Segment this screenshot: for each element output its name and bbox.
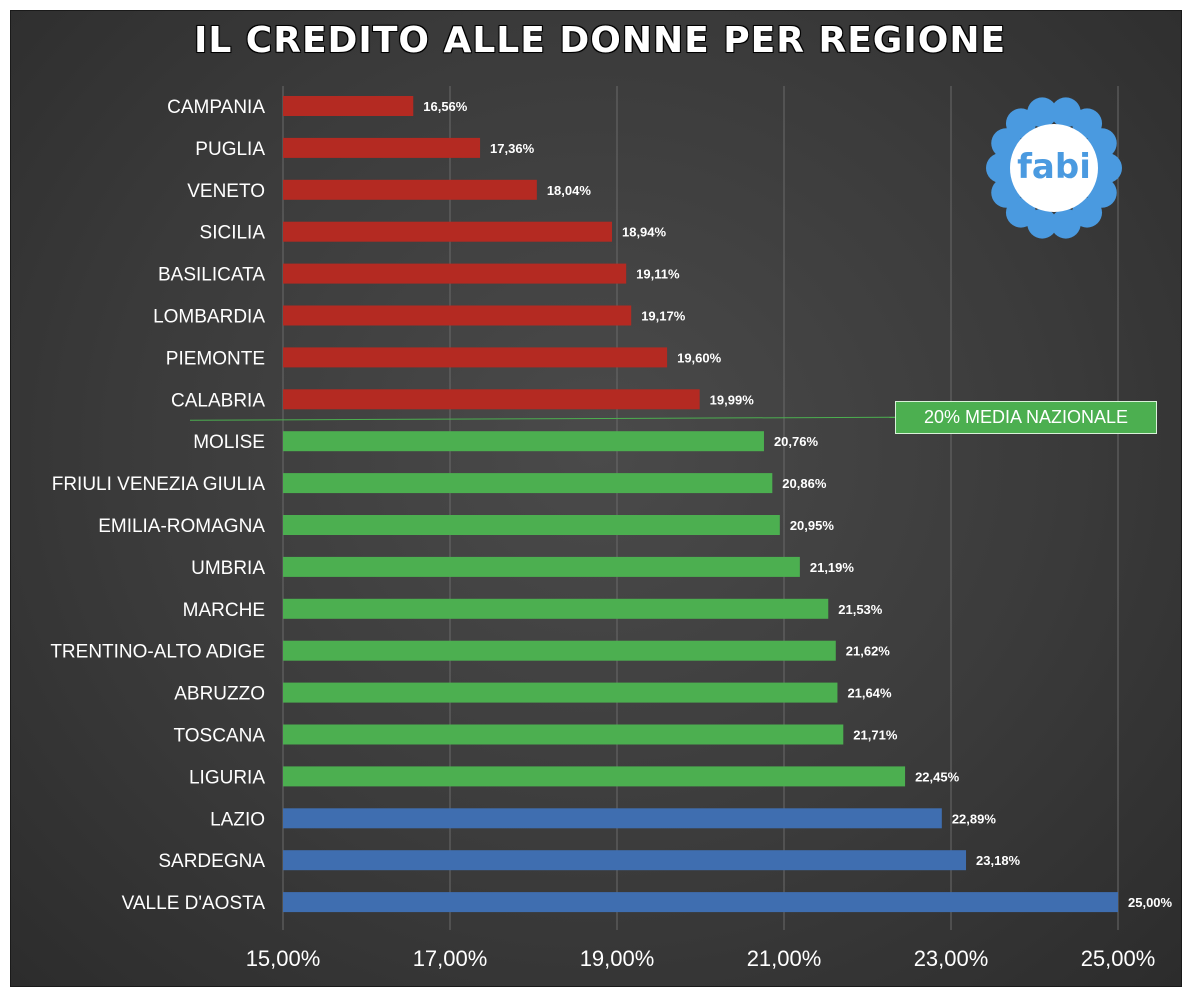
logo-petal xyxy=(1027,97,1058,128)
national-average-label: 20% MEDIA NAZIONALE xyxy=(895,401,1157,434)
value-label: 19,60% xyxy=(677,350,722,365)
category-label: VENETO xyxy=(187,181,265,202)
value-labels: 16,56% 17,36% 18,04% 18,94% 19,11% 19,17% 19,6… xyxy=(423,99,1172,910)
category-label: MARCHE xyxy=(183,600,265,621)
bar xyxy=(283,137,481,158)
bar xyxy=(283,766,906,787)
value-label: 21,71% xyxy=(853,728,898,743)
category-label: SARDEGNA xyxy=(158,851,265,872)
bar xyxy=(283,305,632,326)
logo-petal xyxy=(986,153,1016,183)
chart-title: IL CREDITO ALLE DONNE PER REGIONE xyxy=(193,20,1007,61)
logo-petal xyxy=(1050,208,1081,239)
value-label: 21,53% xyxy=(838,602,883,617)
value-label: 16,56% xyxy=(423,99,468,114)
category-label: BASILICATA xyxy=(158,265,265,286)
logo-center xyxy=(1010,124,1098,212)
x-tick-label: 21,00% xyxy=(747,946,822,971)
category-label: VALLE D'AOSTA xyxy=(122,893,266,914)
value-label: 18,94% xyxy=(622,225,667,240)
bar xyxy=(283,221,612,242)
category-label: FRIULI VENEZIA GIULIA xyxy=(52,474,266,495)
value-label: 20,76% xyxy=(774,434,819,449)
bar xyxy=(283,389,700,410)
category-label: MOLISE xyxy=(193,432,265,453)
category-label: SICILIA xyxy=(200,223,266,244)
value-label: 21,64% xyxy=(847,686,892,701)
value-label: 17,36% xyxy=(490,141,535,156)
x-tick-label: 23,00% xyxy=(914,946,989,971)
category-label: PUGLIA xyxy=(195,139,265,160)
bar xyxy=(283,724,844,745)
bar xyxy=(283,640,836,661)
bar xyxy=(283,850,967,871)
logo-petal xyxy=(1092,153,1122,183)
value-label: 18,04% xyxy=(547,183,592,198)
category-label: LAZIO xyxy=(210,809,265,830)
category-label: TOSCANA xyxy=(173,726,265,747)
category-label: PIEMONTE xyxy=(166,348,265,369)
value-label: 21,62% xyxy=(846,644,891,659)
bar xyxy=(283,347,668,368)
bar xyxy=(283,598,829,619)
value-label: 20,86% xyxy=(782,476,827,491)
value-label: 19,99% xyxy=(710,392,755,407)
category-label: ABRUZZO xyxy=(174,684,265,705)
x-axis-ticks: 15,00% 17,00% 19,00% 21,00% 23,00% 25,00% xyxy=(246,946,1156,971)
value-label: 19,17% xyxy=(641,309,686,324)
category-label: CALABRIA xyxy=(171,390,265,411)
bar xyxy=(283,96,414,116)
category-labels: CAMPANIA PUGLIA VENETO SICILIA BASILICATA LOM… xyxy=(50,97,265,914)
value-label: 22,89% xyxy=(952,811,997,826)
x-tick-label: 17,00% xyxy=(413,946,488,971)
value-label: 22,45% xyxy=(915,769,960,784)
fabi-logo: fabi xyxy=(986,97,1122,239)
x-tick-label: 19,00% xyxy=(580,946,655,971)
bar xyxy=(283,808,942,829)
reference-line xyxy=(189,416,896,421)
bar xyxy=(283,179,537,200)
bar xyxy=(283,682,838,703)
value-label: 25,00% xyxy=(1128,895,1173,910)
bar xyxy=(283,431,764,452)
bar xyxy=(283,892,1118,913)
category-label: CAMPANIA xyxy=(167,97,265,118)
category-label: LOMBARDIA xyxy=(153,307,265,328)
reference-line xyxy=(189,416,896,421)
category-label: EMILIA-ROMAGNA xyxy=(98,516,265,537)
value-label: 21,19% xyxy=(810,560,855,575)
value-label: 19,11% xyxy=(636,267,680,282)
x-tick-label: 15,00% xyxy=(246,946,321,971)
bar xyxy=(283,263,627,284)
category-label: UMBRIA xyxy=(191,558,265,579)
logo-text: fabi xyxy=(1017,147,1091,187)
category-label: LIGURIA xyxy=(189,767,265,788)
category-label: TRENTINO-ALTO ADIGE xyxy=(50,642,265,663)
bar xyxy=(283,556,800,577)
bar xyxy=(283,515,780,535)
bars xyxy=(283,96,1118,913)
value-label: 20,95% xyxy=(790,518,835,533)
value-label: 23,18% xyxy=(976,853,1021,868)
x-tick-label: 25,00% xyxy=(1081,946,1156,971)
bar xyxy=(283,473,773,494)
